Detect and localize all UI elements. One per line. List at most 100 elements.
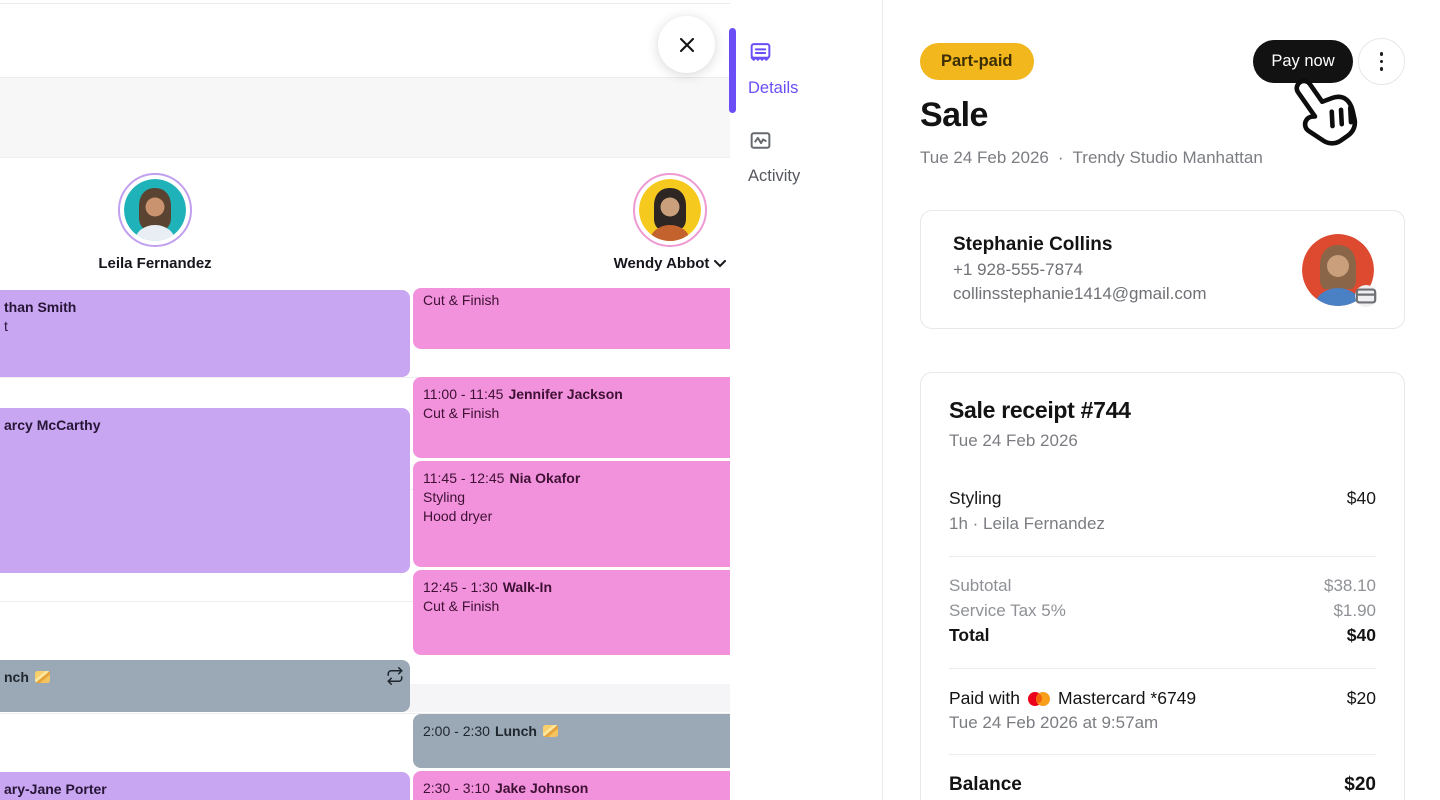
appointment-block[interactable]: 12:45 - 1:30 Walk-In Cut & Finish bbox=[413, 570, 730, 655]
payment-method: Mastercard *6749 bbox=[1058, 688, 1197, 708]
appointment-time: 11:00 - 11:45 bbox=[423, 386, 504, 402]
totals-summary: Subtotal $38.10 Service Tax 5% $1.90 Tot… bbox=[949, 573, 1376, 648]
appointment-client: Jennifer Jackson bbox=[508, 386, 623, 402]
card-on-file-badge bbox=[1355, 285, 1377, 307]
client-email: collinsstephanie1414@gmail.com bbox=[953, 284, 1207, 303]
staff-name-wendy: Wendy Abbot bbox=[614, 255, 727, 272]
sale-details-panel: Part-paid Pay now Sale Tue 24 Feb 2026 ·… bbox=[883, 0, 1440, 800]
lunch-label: nch bbox=[4, 669, 29, 685]
staff-name-leila: Leila Fernandez bbox=[98, 255, 212, 272]
side-tab-rail: Details Activity bbox=[729, 0, 883, 800]
appointment-client: Walk-In bbox=[502, 579, 552, 595]
total-value: $40 bbox=[1346, 625, 1376, 645]
lunch-block[interactable]: nch bbox=[0, 660, 410, 712]
appointment-block[interactable]: ary-Jane Porter bbox=[0, 772, 410, 800]
appointment-service: Cut & Finish bbox=[423, 598, 500, 614]
hour-gridline bbox=[0, 601, 730, 602]
appointment-time: 2:30 - 3:10 bbox=[423, 780, 490, 796]
balance-value: $20 bbox=[1344, 774, 1376, 795]
appointment-service: t bbox=[4, 318, 8, 334]
appointment-client: Nia Okafor bbox=[509, 470, 581, 486]
divider bbox=[949, 754, 1376, 755]
subtotal-value: $38.10 bbox=[1324, 576, 1376, 595]
staff-column-header-wendy[interactable]: Wendy Abbot bbox=[410, 173, 930, 272]
total-label: Total bbox=[949, 625, 990, 645]
tax-row: Service Tax 5% $1.90 bbox=[949, 598, 1376, 623]
mastercard-icon bbox=[1028, 691, 1051, 706]
dot-separator: · bbox=[1057, 148, 1064, 167]
client-card[interactable]: Stephanie Collins +1 928-555-7874 collin… bbox=[920, 210, 1405, 329]
chevron-down-icon bbox=[714, 259, 727, 267]
paid-with-label: Paid with bbox=[949, 688, 1021, 708]
receipt-date: Tue 24 Feb 2026 bbox=[949, 431, 1078, 450]
avatar-illustration bbox=[124, 179, 186, 241]
divider bbox=[949, 556, 1376, 557]
line-item-name: Styling bbox=[949, 488, 1002, 508]
activity-pulse-icon bbox=[750, 132, 771, 149]
client-name: Stephanie Collins bbox=[953, 234, 1113, 255]
appointment-client: Jake Johnson bbox=[494, 780, 589, 796]
appointment-service: Cut & Finish bbox=[423, 405, 500, 421]
kebab-dot bbox=[1379, 52, 1384, 56]
staff-avatar-leila bbox=[118, 173, 192, 247]
appointment-block[interactable]: 11:45 - 12:45 Nia Okafor Styling Hood dry… bbox=[413, 461, 730, 567]
balance-row: Balance $20 bbox=[949, 774, 1376, 796]
appointment-resource: Hood dryer bbox=[423, 508, 493, 524]
appointment-service: Cut & Finish bbox=[423, 292, 500, 308]
appointment-block[interactable]: 11:00 - 11:45 Jennifer Jackson Cut & Fini… bbox=[413, 377, 730, 458]
divider bbox=[949, 668, 1376, 669]
calendar-section: Leila Fernandez Wendy Abbot bbox=[0, 3, 730, 800]
staff-column-header-leila[interactable]: Leila Fernandez bbox=[0, 173, 410, 272]
status-badge: Part-paid bbox=[920, 43, 1034, 80]
kebab-dot bbox=[1379, 59, 1384, 64]
appointment-client: than Smith bbox=[4, 299, 77, 315]
tab-activity[interactable]: Activity bbox=[748, 128, 800, 186]
payment-amount: $20 bbox=[1346, 688, 1376, 708]
payment-row: Paid with Mastercard *6749 $20 bbox=[949, 688, 1376, 709]
subtotal-row: Subtotal $38.10 bbox=[949, 573, 1376, 598]
appointment-block[interactable]: arcy McCarthy bbox=[0, 408, 410, 573]
appointment-service: Styling bbox=[423, 489, 466, 505]
close-button[interactable] bbox=[658, 16, 715, 73]
tax-label: Service Tax 5% bbox=[949, 601, 1066, 620]
kebab-dot bbox=[1379, 67, 1384, 71]
staff-avatar-wendy bbox=[633, 173, 707, 247]
appointment-block[interactable]: than Smith t bbox=[0, 290, 410, 377]
hour-gridline bbox=[0, 713, 730, 714]
line-item-meta: 1h · Leila Fernandez bbox=[949, 514, 1105, 533]
calendar-grid[interactable]: than Smith t arcy McCarthy nch bbox=[0, 285, 730, 800]
line-item: Styling $40 bbox=[949, 488, 1376, 509]
appointment-client: arcy McCarthy bbox=[4, 417, 101, 433]
pay-now-button[interactable]: Pay now bbox=[1253, 40, 1353, 83]
subtotal-label: Subtotal bbox=[949, 576, 1012, 595]
balance-label: Balance bbox=[949, 774, 1022, 795]
line-item-price: $40 bbox=[1346, 488, 1376, 508]
sandwich-emoji-icon bbox=[34, 671, 50, 683]
tab-details[interactable]: Details bbox=[748, 40, 798, 98]
hour-gridline bbox=[0, 377, 730, 378]
client-avatar bbox=[1302, 234, 1377, 307]
sale-subtitle: Tue 24 Feb 2026 · Trendy Studio Manhatta… bbox=[920, 148, 1263, 168]
receipt-title: Sale receipt #744 bbox=[949, 397, 1131, 423]
sale-location: Trendy Studio Manhattan bbox=[1072, 148, 1263, 167]
details-receipt-icon bbox=[750, 43, 771, 61]
more-options-button[interactable] bbox=[1358, 38, 1405, 85]
sandwich-emoji-icon bbox=[542, 725, 558, 737]
top-divider bbox=[0, 3, 730, 4]
appointment-time: 11:45 - 12:45 bbox=[423, 470, 505, 486]
credit-card-icon bbox=[1355, 288, 1377, 304]
total-row: Total $40 bbox=[949, 623, 1376, 648]
tab-activity-label: Activity bbox=[748, 167, 801, 185]
calendar-toolbar-band bbox=[0, 77, 730, 158]
appointment-time: 2:00 - 2:30 bbox=[423, 723, 490, 739]
client-phone: +1 928-555-7874 bbox=[953, 260, 1083, 279]
close-icon bbox=[679, 37, 694, 52]
staff-header: Leila Fernandez Wendy Abbot bbox=[0, 158, 730, 285]
lunch-block[interactable]: 2:00 - 2:30 Lunch bbox=[413, 714, 730, 768]
avatar-illustration bbox=[639, 179, 701, 241]
sale-date: Tue 24 Feb 2026 bbox=[920, 148, 1049, 167]
tax-value: $1.90 bbox=[1333, 601, 1376, 620]
appointment-block[interactable]: Cut & Finish bbox=[413, 288, 730, 349]
